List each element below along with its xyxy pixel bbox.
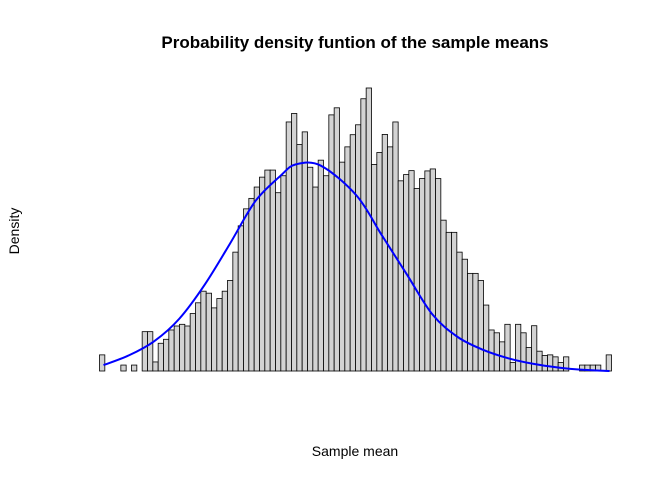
- histogram-bar: [317, 159, 324, 372]
- histogram-bar: [515, 323, 522, 372]
- histogram-bar: [605, 354, 612, 372]
- histogram-bar: [360, 98, 367, 372]
- histogram-bar: [429, 168, 436, 372]
- histogram-bars: [99, 87, 612, 372]
- histogram-bar: [248, 197, 255, 372]
- histogram-bar: [333, 107, 340, 372]
- histogram-bar: [467, 272, 474, 372]
- histogram-bar: [243, 208, 250, 372]
- histogram-bar: [387, 146, 394, 372]
- histogram-bar: [285, 121, 292, 372]
- histogram-bar: [435, 178, 442, 372]
- histogram-bar: [264, 169, 271, 372]
- histogram-bar: [504, 323, 511, 372]
- histogram-bar: [323, 175, 330, 372]
- histogram-bar: [451, 231, 458, 372]
- histogram-bar: [381, 134, 388, 372]
- histogram-bar: [440, 219, 447, 372]
- histogram-bar: [163, 338, 170, 372]
- histogram-bar: [376, 152, 383, 372]
- histogram-bar: [211, 307, 218, 372]
- histogram-bar: [307, 166, 314, 372]
- histogram-bar: [509, 362, 516, 372]
- histogram-bar: [349, 134, 356, 372]
- histogram-bar: [552, 356, 559, 372]
- histogram-bar: [301, 131, 308, 372]
- density-curve: [103, 161, 610, 372]
- histogram-bar: [488, 329, 495, 372]
- histogram-bar: [221, 290, 228, 372]
- histogram-bar: [483, 304, 490, 372]
- histogram-bar: [253, 186, 260, 372]
- histogram-bar: [152, 361, 159, 372]
- histogram-bar: [392, 121, 399, 372]
- histogram-bar: [184, 325, 191, 372]
- histogram-bar: [477, 280, 484, 372]
- histogram-bar: [456, 251, 463, 372]
- histogram-bar: [461, 258, 468, 372]
- histogram-bar: [275, 192, 282, 372]
- histogram-bar: [195, 302, 202, 372]
- histogram-bar: [472, 272, 479, 372]
- histogram-bar: [157, 342, 164, 372]
- histogram-bar: [280, 175, 287, 372]
- histogram-bar: [312, 186, 319, 372]
- histogram-bar: [520, 332, 527, 372]
- histogram-bar: [531, 325, 538, 372]
- histogram-bar: [216, 298, 223, 372]
- histogram-bar: [131, 364, 138, 372]
- histogram-bar: [493, 332, 500, 372]
- histogram-bar: [173, 325, 180, 372]
- histogram-bar: [339, 161, 346, 372]
- histogram-bar: [355, 124, 362, 372]
- histogram-bar: [291, 113, 298, 372]
- histogram-bar: [259, 176, 266, 372]
- histogram-bar: [205, 292, 212, 372]
- histogram-bar: [296, 144, 303, 372]
- histogram-bar: [536, 350, 543, 372]
- histogram-bar: [371, 164, 378, 372]
- histogram-bar: [99, 354, 106, 372]
- histogram-bar: [413, 188, 420, 372]
- y-axis-label: Density: [6, 208, 22, 255]
- histogram-bar: [419, 178, 426, 372]
- histogram-bar: [141, 331, 148, 372]
- histogram-bar: [365, 87, 372, 372]
- histogram-bar: [525, 347, 532, 372]
- histogram-bar: [200, 290, 207, 372]
- histogram-bar: [237, 225, 244, 372]
- histogram-bar: [547, 354, 554, 372]
- histogram-bar: [232, 251, 239, 372]
- histogram-bar: [189, 313, 196, 372]
- chart-title: Probability density funtion of the sampl…: [161, 33, 548, 52]
- histogram-bar: [541, 355, 548, 372]
- histogram-bar: [328, 114, 335, 372]
- histogram-bar: [269, 169, 276, 372]
- histogram-bar: [408, 170, 415, 372]
- histogram-bar: [120, 364, 127, 372]
- histogram-bar: [397, 180, 404, 372]
- histogram-bar: [344, 146, 351, 372]
- histogram-bar: [168, 329, 175, 372]
- x-axis-label: Sample mean: [312, 443, 398, 459]
- histogram-bar: [227, 280, 234, 372]
- histogram-bar: [179, 323, 186, 372]
- histogram-bar: [147, 331, 154, 372]
- histogram-bar: [563, 356, 570, 372]
- histogram-bar: [445, 231, 452, 372]
- histogram-bar: [424, 170, 431, 372]
